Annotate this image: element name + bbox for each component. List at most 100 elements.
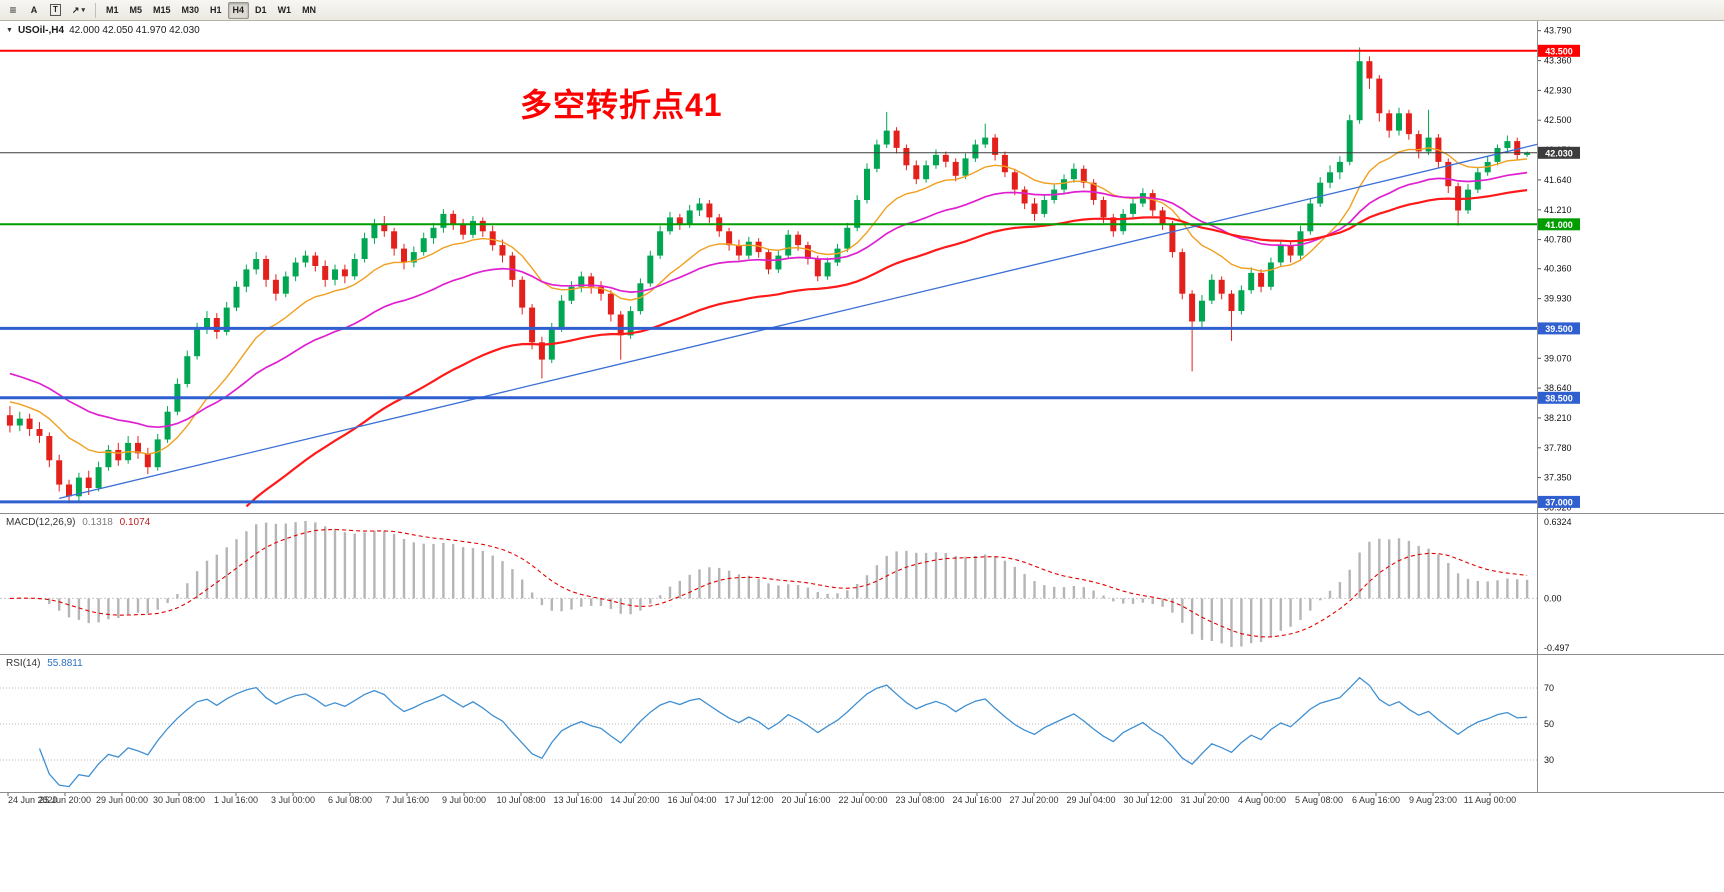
menu-icon: ≡: [9, 3, 17, 17]
price-axis-label: 38.210: [1544, 413, 1572, 423]
time-axis-label: 5 Aug 08:00: [1295, 795, 1343, 805]
price-tag-text: 37.000: [1545, 497, 1573, 507]
trendline[interactable]: [59, 143, 1538, 500]
price-axis-label: 41.210: [1544, 205, 1572, 215]
chart-annotation: 多空转折点41: [520, 87, 723, 123]
macd-axis-label: -0.497: [1544, 643, 1570, 653]
macd-label-text: MACD(12,26,9): [6, 517, 76, 528]
time-axis-label: 1 Jul 16:00: [214, 795, 258, 805]
rsi-label-text: RSI(14): [6, 658, 41, 669]
rsi-line: [38, 676, 1528, 788]
time-axis-label: 20 Jul 16:00: [781, 795, 830, 805]
price-axis-label: 43.360: [1544, 56, 1572, 66]
timeframe-button-m1[interactable]: M1: [101, 2, 124, 19]
price-axis-label: 37.350: [1544, 473, 1572, 483]
price-tag-text: 38.500: [1545, 393, 1573, 403]
caret-down-icon: ▾: [81, 7, 85, 14]
time-axis-label: 4 Aug 00:00: [1238, 795, 1286, 805]
timeframe-button-m15[interactable]: M15: [148, 2, 176, 19]
timeframe-button-m30[interactable]: M30: [177, 2, 205, 19]
price-tag-39.500: [1538, 322, 1580, 335]
price-axis[interactable]: 43.79043.36042.93042.50042.07041.64041.2…: [1538, 26, 1580, 513]
label-tool-icon: T: [50, 4, 61, 16]
rsi-axis-label: 50: [1544, 719, 1554, 729]
rsi-indicator-label: RSI(14) 55.8811: [6, 658, 83, 669]
timeframe-button-h4[interactable]: H4: [227, 1, 250, 19]
time-axis-label: 7 Jul 16:00: [385, 795, 429, 805]
price-axis-label: 43.790: [1544, 26, 1572, 36]
moving-average-30: [9, 171, 1528, 429]
price-tag-41.000: [1538, 218, 1580, 231]
time-axis-label: 30 Jun 08:00: [153, 795, 205, 805]
macd-panel[interactable]: 0.6324 0.00 -0.497: [0, 517, 1572, 653]
timeframe-button-mn[interactable]: MN: [297, 2, 321, 19]
price-tag-text: 42.030: [1545, 148, 1573, 158]
time-axis-label: 10 Jul 08:00: [496, 795, 545, 805]
time-axis-label: 9 Jul 00:00: [442, 795, 486, 805]
macd-value-main: 0.1318: [82, 517, 113, 528]
timeframe-buttons: M1 M5 M15 M30 H1 H4 D1 W1 MN: [101, 1, 321, 19]
price-axis-label: 40.360: [1544, 264, 1572, 274]
price-tag-text: 43.500: [1545, 46, 1573, 56]
time-axis-label: 29 Jul 04:00: [1066, 795, 1115, 805]
macd-value-signal: 0.1074: [119, 517, 151, 528]
macd-axis-label: 0.6324: [1544, 517, 1572, 527]
macd-axis-label: 0.00: [1544, 593, 1562, 603]
toolbar-separator: [94, 2, 96, 18]
timeframe-button-w1[interactable]: W1: [273, 2, 297, 19]
price-axis-label: 40.780: [1544, 235, 1572, 245]
price-tag-37.000: [1538, 495, 1580, 508]
time-axis-label: 23 Jul 08:00: [895, 795, 944, 805]
chart-title: ▼ USOil-,H4 42.000 42.050 41.970 42.030: [6, 25, 200, 36]
price-axis-label: 39.070: [1544, 353, 1572, 363]
time-axis-label: 29 Jun 00:00: [96, 795, 148, 805]
rsi-axis-label: 70: [1544, 683, 1554, 693]
moving-averages: [9, 147, 1528, 508]
moving-average-55: [245, 189, 1528, 508]
chart-title-ohlc: 42.000 42.050 41.970 42.030: [69, 25, 200, 36]
time-axis-label: 30 Jul 12:00: [1123, 795, 1172, 805]
chart-objects[interactable]: [0, 49, 1538, 504]
timeframe-button-h1[interactable]: H1: [205, 2, 227, 19]
time-axis-label: 13 Jul 16:00: [553, 795, 602, 805]
price-tag-text: 41.000: [1545, 220, 1573, 230]
price-tag-text: 39.500: [1545, 324, 1573, 334]
timeframe-button-m5[interactable]: M5: [124, 2, 147, 19]
time-axis-label: 14 Jul 20:00: [610, 795, 659, 805]
time-axis-label: 25 Jun 20:00: [39, 795, 91, 805]
rsi-value: 55.8811: [47, 658, 83, 669]
price-tag-38.500: [1538, 391, 1580, 404]
macd-signal-line: [9, 528, 1528, 638]
price-tag-43.500: [1538, 44, 1580, 57]
timeframe-button-d1[interactable]: D1: [250, 2, 272, 19]
arrow-icon: ↗: [71, 4, 80, 15]
arrows-tool-button[interactable]: ↗ ▾: [67, 2, 90, 19]
rsi-axis-label: 30: [1544, 755, 1554, 765]
time-axis-label: 16 Jul 04:00: [667, 795, 716, 805]
time-axis-label: 3 Jul 00:00: [271, 795, 315, 805]
text-annotation-button[interactable]: A: [24, 2, 44, 19]
chart-menu-button[interactable]: ≡: [3, 2, 23, 19]
time-axis-label: 6 Aug 16:00: [1352, 795, 1400, 805]
price-axis-label: 41.640: [1544, 175, 1572, 185]
price-axis-label: 38.640: [1544, 383, 1572, 393]
candles[interactable]: [6, 47, 1531, 504]
time-axis-label: 27 Jul 20:00: [1009, 795, 1058, 805]
time-axis-label: 9 Aug 23:00: [1409, 795, 1457, 805]
chart-title-symbol: USOil-,H4: [17, 25, 65, 36]
time-axis-label: 24 Jul 16:00: [952, 795, 1001, 805]
price-axis-label: 42.930: [1544, 85, 1572, 95]
rsi-panel[interactable]: 70 50 30: [0, 676, 1554, 788]
panel-separators: [0, 21, 1724, 793]
text-label-button[interactable]: T: [45, 2, 66, 19]
price-tag-42.030: [1538, 146, 1580, 159]
time-axis-label: 17 Jul 12:00: [724, 795, 773, 805]
time-axis-label: 11 Aug 00:00: [1464, 795, 1516, 805]
price-axis-label: 39.930: [1544, 294, 1572, 304]
macd-indicator-label: MACD(12,26,9) 0.1318 0.1074: [6, 517, 150, 528]
moving-average-13: [9, 147, 1528, 455]
toolbar: ≡ A T ↗ ▾ M1 M5 M15 M30 H1 H4 D1 W1 MN: [0, 0, 1724, 21]
price-axis-label: 42.500: [1544, 115, 1572, 125]
